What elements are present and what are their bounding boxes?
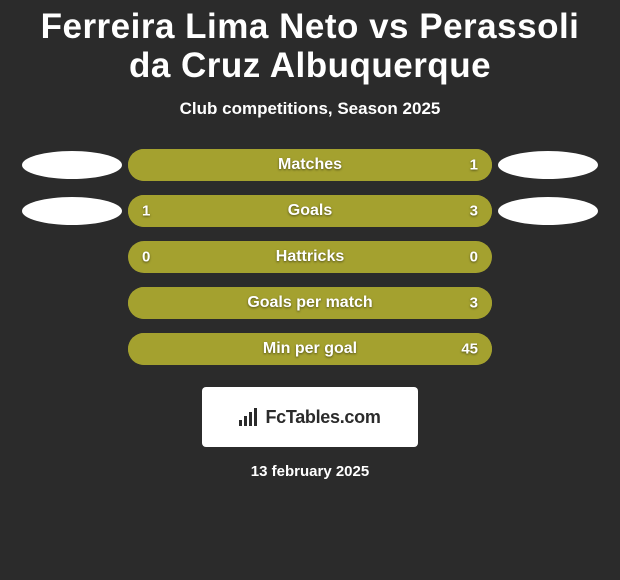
bar-chart-icon — [239, 408, 257, 426]
comparison-infographic: Ferreira Lima Neto vs Perassoli da Cruz … — [0, 0, 620, 580]
logo-box: FcTables.com — [202, 387, 418, 447]
right-side — [492, 197, 604, 225]
value-right: 0 — [470, 249, 478, 266]
stat-bar: Min per goal 45 — [128, 333, 492, 365]
fill-right — [208, 195, 492, 227]
logo-text: FcTables.com — [265, 407, 380, 428]
value-right: 3 — [470, 203, 478, 220]
date-text: 13 february 2025 — [0, 463, 620, 480]
player-left-ellipse — [22, 151, 122, 179]
fill-left — [128, 195, 208, 227]
stat-bar: Goals 1 3 — [128, 195, 492, 227]
left-side — [16, 197, 128, 225]
value-left: 1 — [142, 203, 150, 220]
player-left-ellipse — [22, 197, 122, 225]
right-side — [492, 151, 604, 179]
stat-row: Hattricks 0 0 — [16, 241, 604, 273]
subtitle: Club competitions, Season 2025 — [0, 99, 620, 119]
stat-row: Min per goal 45 — [16, 333, 604, 365]
stat-row: Goals per match 3 — [16, 287, 604, 319]
stat-label: Matches — [278, 156, 342, 174]
value-left: 0 — [142, 249, 150, 266]
stat-row: Goals 1 3 — [16, 195, 604, 227]
stat-bar: Goals per match 3 — [128, 287, 492, 319]
left-side — [16, 151, 128, 179]
stat-label: Hattricks — [276, 248, 344, 266]
stat-row: Matches 1 — [16, 149, 604, 181]
player-right-ellipse — [498, 197, 598, 225]
value-right: 3 — [470, 295, 478, 312]
stat-bar: Hattricks 0 0 — [128, 241, 492, 273]
player-right-ellipse — [498, 151, 598, 179]
stat-label: Min per goal — [263, 340, 357, 358]
stat-label: Goals — [288, 202, 332, 220]
page-title: Ferreira Lima Neto vs Perassoli da Cruz … — [0, 0, 620, 85]
stat-rows: Matches 1 Goals 1 3 Hattricks 0 0 Goals per matc… — [0, 149, 620, 365]
value-right: 1 — [470, 157, 478, 174]
stat-label: Goals per match — [247, 294, 372, 312]
stat-bar: Matches 1 — [128, 149, 492, 181]
value-right: 45 — [461, 341, 478, 358]
